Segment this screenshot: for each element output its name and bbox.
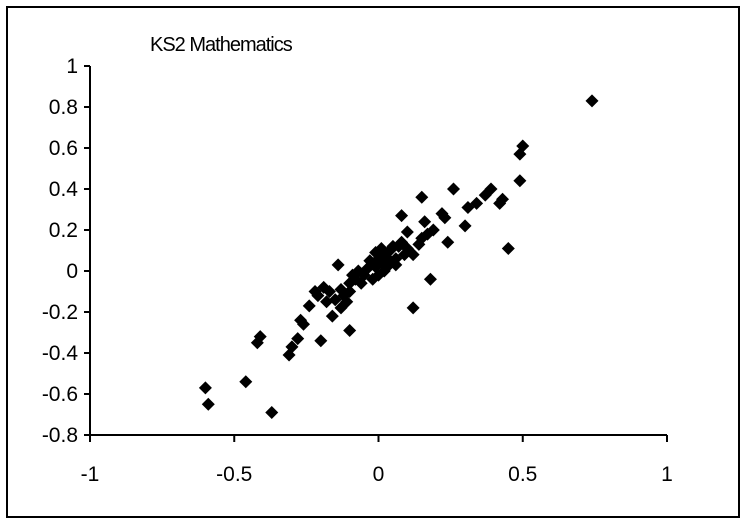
data-point bbox=[282, 348, 296, 362]
data-point bbox=[343, 323, 357, 337]
data-point bbox=[314, 334, 328, 348]
data-point bbox=[415, 190, 429, 204]
y-tick-label: 0 bbox=[66, 260, 78, 283]
y-tick-label: 0.6 bbox=[49, 137, 78, 160]
data-point bbox=[447, 182, 461, 196]
data-point bbox=[265, 405, 279, 419]
data-point bbox=[343, 276, 357, 290]
data-point bbox=[406, 301, 420, 315]
data-points bbox=[198, 94, 599, 419]
data-point bbox=[369, 246, 383, 260]
data-point bbox=[334, 282, 348, 296]
data-point bbox=[441, 235, 455, 249]
data-point bbox=[294, 313, 308, 327]
data-point bbox=[334, 301, 348, 315]
x-tick-label: -0.5 bbox=[216, 463, 252, 486]
data-point bbox=[239, 375, 253, 389]
data-point bbox=[458, 219, 472, 233]
y-tick-label: -0.6 bbox=[42, 383, 78, 406]
data-point bbox=[201, 397, 215, 411]
data-point bbox=[412, 237, 426, 251]
data-point bbox=[250, 336, 264, 350]
x-tick-labels: -1 -0.5 0 0.5 1 bbox=[81, 463, 673, 486]
y-tick-label: -0.2 bbox=[42, 301, 78, 324]
data-point bbox=[291, 332, 305, 346]
y-tick-label: 0.4 bbox=[49, 178, 79, 201]
data-point bbox=[478, 188, 492, 202]
data-point bbox=[308, 285, 322, 298]
data-point bbox=[320, 295, 334, 309]
y-tick-label: 0.2 bbox=[49, 219, 78, 242]
y-tick-label: 1 bbox=[66, 55, 78, 78]
chart-frame bbox=[6, 6, 740, 518]
data-point bbox=[513, 147, 527, 161]
data-point bbox=[493, 196, 507, 210]
data-point bbox=[302, 299, 316, 313]
data-point bbox=[328, 293, 342, 307]
chart-title: KS2 Mathematics bbox=[150, 34, 293, 56]
data-point bbox=[395, 209, 409, 223]
x-tick-label: -1 bbox=[81, 463, 100, 486]
data-point bbox=[513, 174, 527, 188]
data-point bbox=[331, 258, 345, 272]
data-point bbox=[501, 241, 515, 255]
x-tick-label: 0 bbox=[373, 463, 385, 486]
data-point bbox=[585, 94, 599, 108]
data-point bbox=[198, 381, 212, 395]
data-point bbox=[461, 200, 475, 214]
data-point bbox=[435, 207, 449, 221]
axes bbox=[84, 65, 668, 442]
x-tick-label: 1 bbox=[661, 463, 673, 486]
y-tick-label: -0.4 bbox=[42, 342, 79, 365]
data-point bbox=[423, 272, 437, 286]
x-tick-label: 0.5 bbox=[508, 463, 537, 486]
y-tick-labels: 1 0.8 0.6 0.4 0.2 0 -0.2 -0.4 -0.6 -0.8 bbox=[42, 55, 79, 447]
data-point bbox=[400, 225, 414, 239]
data-point bbox=[418, 215, 432, 229]
data-point bbox=[325, 309, 339, 323]
y-tick-label: 0.8 bbox=[49, 96, 78, 119]
y-tick-label: -0.8 bbox=[42, 424, 78, 447]
